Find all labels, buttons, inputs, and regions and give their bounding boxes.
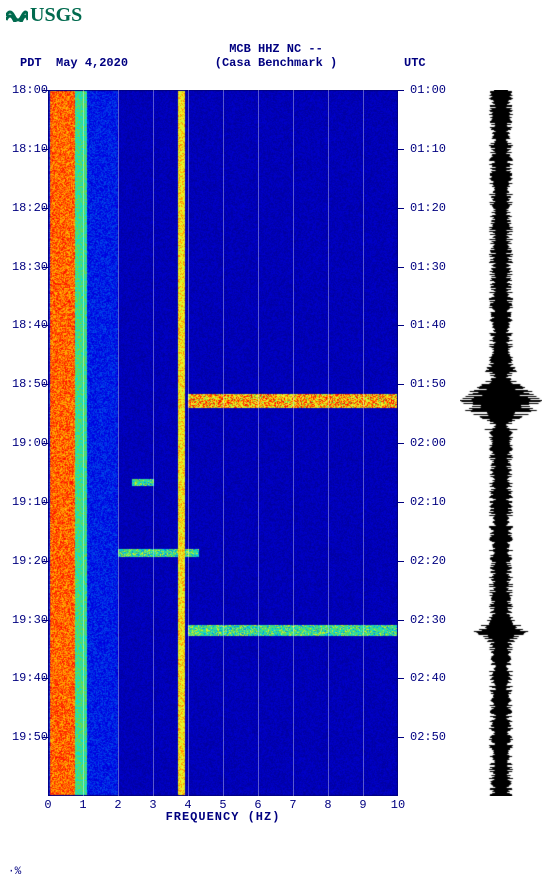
gridline [153, 90, 154, 796]
right-time-label: 02:50 [410, 730, 446, 744]
gridline [293, 90, 294, 796]
x-axis-label: FREQUENCY (HZ) [48, 810, 398, 824]
right-time-label: 01:40 [410, 318, 446, 332]
right-time-label: 01:20 [410, 201, 446, 215]
gridline [118, 90, 119, 796]
page-root: USGS MCB HHZ NC -- (Casa Benchmark ) PDT… [0, 0, 552, 892]
left-tz: PDT [20, 56, 42, 70]
gridline [83, 90, 84, 796]
left-tz-date: PDT May 4,2020 [20, 56, 128, 70]
spectrogram-panel [48, 90, 398, 796]
gridline [328, 90, 329, 796]
usgs-wave-icon [6, 5, 28, 28]
seismogram-canvas [460, 90, 542, 796]
right-time-label: 02:30 [410, 613, 446, 627]
right-time-label: 02:10 [410, 495, 446, 509]
gridline [188, 90, 189, 796]
gridline [258, 90, 259, 796]
gridline [363, 90, 364, 796]
station-line: MCB HHZ NC -- [0, 42, 552, 56]
footmark: ·% [8, 866, 21, 878]
right-time-label: 01:10 [410, 142, 446, 156]
right-time-label: 02:40 [410, 671, 446, 685]
right-time-label: 01:50 [410, 377, 446, 391]
right-time-label: 02:20 [410, 554, 446, 568]
right-time-label: 01:00 [410, 83, 446, 97]
usgs-logo: USGS [6, 4, 82, 28]
gridline [223, 90, 224, 796]
right-time-axis: 01:0001:1001:2001:3001:4001:5002:0002:10… [400, 90, 444, 796]
right-time-label: 02:00 [410, 436, 446, 450]
seismogram-panel [460, 90, 542, 796]
usgs-logo-text: USGS [30, 4, 82, 26]
right-time-label: 01:30 [410, 260, 446, 274]
date: May 4,2020 [56, 56, 128, 70]
right-tz: UTC [404, 56, 426, 70]
